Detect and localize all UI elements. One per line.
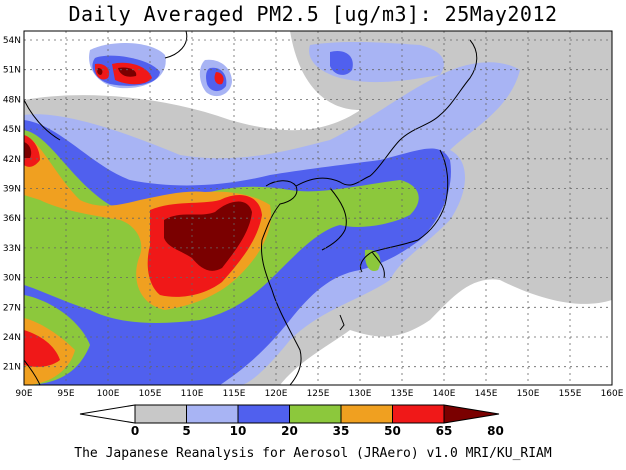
colorbar-level-label: 5: [182, 424, 190, 438]
lat-tick-label: 48N: [3, 95, 21, 105]
coastline: [261, 180, 302, 385]
lat-tick-label: 24N: [3, 333, 21, 343]
lon-tick-label: 150E: [517, 389, 540, 399]
lon-tick-label: 115E: [223, 389, 246, 399]
lat-lon-grid: [24, 31, 612, 385]
colorbar-arrow-high: [443, 404, 500, 424]
colorbar-segment: [340, 404, 393, 424]
longitude-labels: 90E 95E 100E 105E 110E 115E 120E 125E 130E 135E 14…: [15, 389, 623, 399]
lon-tick-label: 140E: [433, 389, 456, 399]
map-frame: [23, 30, 613, 386]
lat-tick-label: 39N: [3, 185, 21, 195]
lat-tick-label: 54N: [3, 36, 21, 46]
colorbar-level-label: 0: [131, 424, 139, 438]
colorbar-level-label: 20: [281, 424, 298, 438]
lon-tick-label: 145E: [475, 389, 498, 399]
lon-tick-label: 130E: [349, 389, 372, 399]
colorbar: 0 5 10 20 35 50 65 80: [79, 404, 504, 438]
latitude-labels: 54N 51N 48N 45N 42N 39N 36N 33N 30N 27N 24N 21N: [3, 36, 21, 373]
lat-tick-label: 27N: [3, 303, 21, 313]
colorbar-segment: [289, 404, 342, 424]
colorbar-level-label: 80: [487, 424, 504, 438]
lat-tick-label: 42N: [3, 155, 21, 165]
colorbar-arrow-low: [79, 404, 136, 424]
colorbar-level-label: 50: [384, 424, 401, 438]
lon-tick-label: 120E: [265, 389, 288, 399]
lat-tick-label: 36N: [3, 214, 21, 224]
lat-tick-label: 21N: [3, 363, 21, 373]
lon-tick-label: 95E: [57, 389, 74, 399]
lon-tick-label: 125E: [307, 389, 330, 399]
colorbar-level-label: 35: [333, 424, 350, 438]
lon-tick-label: 110E: [181, 389, 204, 399]
colorbar-segment: [134, 404, 187, 424]
lat-tick-label: 30N: [3, 274, 21, 284]
colorbar-level-label: 10: [230, 424, 247, 438]
lat-tick-label: 33N: [3, 244, 21, 254]
map-title: Daily Averaged PM2.5 [ug/m3]: 25May2012: [68, 2, 558, 26]
lon-tick-label: 155E: [559, 389, 582, 399]
level-80-region: [164, 201, 252, 271]
colorbar-segment: [392, 404, 445, 424]
colorbar-segment: [237, 404, 290, 424]
lon-tick-label: 105E: [139, 389, 162, 399]
footer-credit: The Japanese Reanalysis for Aerosol (JRA…: [74, 446, 552, 461]
lon-tick-label: 90E: [15, 389, 32, 399]
lon-tick-label: 160E: [601, 389, 624, 399]
lat-tick-label: 45N: [3, 125, 21, 135]
lon-tick-label: 135E: [391, 389, 414, 399]
colorbar-segment: [186, 404, 239, 424]
concentration-field: [24, 31, 612, 385]
lon-tick-label: 100E: [97, 389, 120, 399]
lat-tick-label: 51N: [3, 66, 21, 76]
colorbar-level-label: 65: [436, 424, 453, 438]
